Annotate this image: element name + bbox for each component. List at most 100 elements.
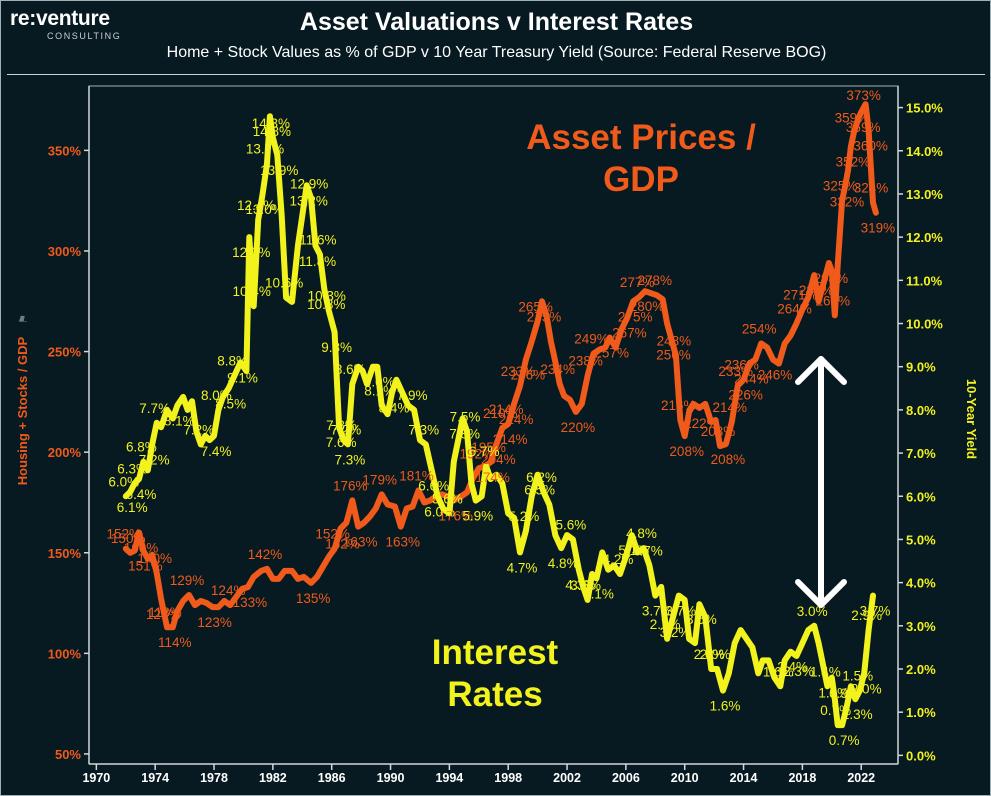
- y-left-tick-label: 200%: [48, 445, 82, 460]
- y-right-tick-label: 11.0%: [906, 273, 943, 288]
- asset-prices-value-label: 233%: [501, 364, 536, 379]
- interest-rates-value-label: 6.4%: [126, 487, 157, 502]
- interest-rates-value-label: 7.2%: [183, 422, 214, 437]
- asset-prices-value-label: 222%: [684, 416, 719, 431]
- asset-prices-value-label: 275%: [527, 309, 562, 324]
- interest-rates-value-label: 7.3%: [335, 452, 366, 467]
- asset-prices-value-label: 264%: [777, 301, 812, 316]
- asset-prices-value-label: 226%: [728, 388, 763, 403]
- interest-rates-value-label: 9.8%: [321, 340, 352, 355]
- value-labels: 152%160%150%151%140%127%113%114%129%123%…: [107, 88, 896, 748]
- interest-rates-value-label: 4.2%: [603, 552, 634, 567]
- interest-rates-value-label: 2.0%: [851, 681, 882, 696]
- interest-rates-value-label: 1.4%: [810, 664, 841, 679]
- brand-logo: re:venture: [10, 7, 110, 30]
- asset-prices-value-label: 163%: [386, 535, 421, 550]
- asset-prices-value-label: 150%: [111, 531, 146, 546]
- asset-prices-value-label: 280%: [630, 299, 665, 314]
- y-axis-left-ticks: 50% 100% 150% 200% 250% 300% 350%: [48, 143, 89, 762]
- interest-rates-value-label: 2.7%: [650, 617, 681, 632]
- y-right-tick-label: 15.0%: [906, 101, 943, 116]
- annotation-asset-prices-line2: GDP: [603, 160, 679, 199]
- interest-rates-value-label: 12.9%: [290, 176, 328, 191]
- interest-rates-value-label: 5.1%: [583, 586, 614, 601]
- y-right-tick-label: 7.0%: [906, 446, 936, 461]
- asset-prices-value-label: 332%: [830, 195, 865, 210]
- y-left-tick-label: 150%: [48, 546, 82, 561]
- x-tick-label: 1998: [494, 771, 522, 785]
- interest-rates-value-label: 10.6%: [265, 276, 303, 291]
- interest-rates-value-label: 8.8%: [217, 353, 248, 368]
- asset-prices-value-label: 195%: [471, 440, 506, 455]
- x-tick-label: 1986: [318, 771, 346, 785]
- asset-prices-value-label: 325%: [823, 179, 858, 194]
- interest-rates-value-label: 8.4%: [379, 401, 410, 416]
- interest-rates-value-label: 4.7%: [507, 560, 538, 575]
- interest-rates-value-label: 6.3%: [117, 461, 148, 476]
- asset-prices-value-label: 369%: [846, 120, 881, 135]
- y-right-tick-label: 9.0%: [906, 360, 936, 375]
- asset-prices-value-label: 236%: [724, 358, 759, 373]
- asset-prices-value-label: 163%: [343, 535, 378, 550]
- asset-prices-value-label: 135%: [296, 591, 331, 606]
- interest-rates-value-label: 10.3%: [308, 289, 346, 304]
- asset-prices-value-label: 233%: [718, 364, 753, 379]
- x-axis-ticks: 1970 1974 1978 1982 1986 1990 1994 1998 2002 2006…: [82, 764, 875, 785]
- interest-rates-value-label: 13.2%: [290, 193, 328, 208]
- interest-rates-value-label: 9.0%: [364, 375, 395, 390]
- interest-rates-value-label: 2.0%: [700, 647, 731, 662]
- interest-rates-value-label: 13.9%: [260, 163, 298, 178]
- interest-rates-value-label: 4.3%: [565, 578, 596, 593]
- asset-prices-value-label: 238%: [568, 354, 603, 369]
- chart-subtitle: Home + Stock Values as % of GDP v 10 Yea…: [166, 44, 827, 61]
- interest-rates-value-label: 14.8%: [253, 124, 291, 139]
- x-tick-label: 2006: [612, 771, 640, 785]
- x-tick-label: 1994: [435, 771, 463, 785]
- asset-prices-series-line: [122, 101, 879, 631]
- interest-rates-value-label: 6.1%: [117, 500, 148, 515]
- interest-rates-value-label: 7.7%: [139, 401, 170, 416]
- interest-rates-value-label: 10.4%: [233, 284, 271, 299]
- y-axis-right-title: 10-Year Yield: [964, 379, 979, 459]
- interest-rates-value-label: 10.8%: [307, 297, 345, 312]
- asset-prices-value-label: 224%: [499, 412, 534, 427]
- asset-prices-value-label: 216%: [661, 398, 696, 413]
- interest-rates-value-label: 3.7%: [665, 604, 696, 619]
- asset-prices-value-label: 248%: [657, 334, 692, 349]
- interest-rates-value-label: 1.3%: [842, 707, 873, 722]
- interest-rates-value-label: 0.9%: [829, 686, 860, 701]
- asset-prices-value-label: 373%: [846, 88, 881, 103]
- y-axis-right-ticks: 0.0% 1.0% 2.0% 3.0% 4.0% 5.0% 6.0% 7.0% 8.0% 9.0%…: [898, 101, 943, 763]
- interest-rates-value-label: 7.3%: [408, 422, 439, 437]
- interest-rates-value-label: 6.0%: [108, 474, 139, 489]
- interest-rates-value-label: 12.4%: [237, 198, 275, 213]
- y-right-tick-label: 14.0%: [906, 144, 943, 159]
- asset-prices-value-label: 288%: [799, 283, 834, 298]
- interest-rates-value-label: 7.4%: [201, 444, 232, 459]
- interest-rates-value-label: 14.3%: [252, 116, 290, 131]
- y-right-tick-label: 3.0%: [906, 619, 936, 634]
- interest-rates-value-label: 3.6%: [570, 578, 601, 593]
- x-tick-label: 1970: [82, 771, 110, 785]
- asset-prices-value-label: 162%: [325, 537, 360, 552]
- asset-prices-value-label: 174%: [475, 470, 510, 485]
- brand-logo-subtitle: CONSULTING: [47, 31, 122, 41]
- interest-rates-value-label: 7.8%: [449, 427, 480, 442]
- asset-prices-value-label: 234%: [540, 362, 575, 377]
- asset-prices-value-label: 192%: [460, 446, 495, 461]
- interest-rates-value-label: 2.4%: [777, 660, 808, 675]
- asset-prices-value-label: 176%: [333, 478, 368, 493]
- asset-prices-value-label: 294%: [814, 271, 849, 286]
- asset-prices-value-label: 181%: [399, 468, 434, 483]
- gap-arrow-head-up: [795, 356, 847, 385]
- asset-prices-value-label: 214%: [493, 432, 528, 447]
- y-left-tick-label: 300%: [48, 244, 82, 259]
- interest-rates-value-label: 2.3%: [783, 664, 814, 679]
- interest-rates-value-label: 8.6%: [335, 362, 366, 377]
- annotation-asset-prices-line1: Asset Prices /: [526, 118, 756, 157]
- y-left-tick-label: 100%: [48, 646, 82, 661]
- asset-prices-value-label: 208%: [711, 452, 746, 467]
- asset-prices-value-label: 319%: [861, 221, 896, 236]
- interest-rates-value-label: 1.9%: [818, 686, 849, 701]
